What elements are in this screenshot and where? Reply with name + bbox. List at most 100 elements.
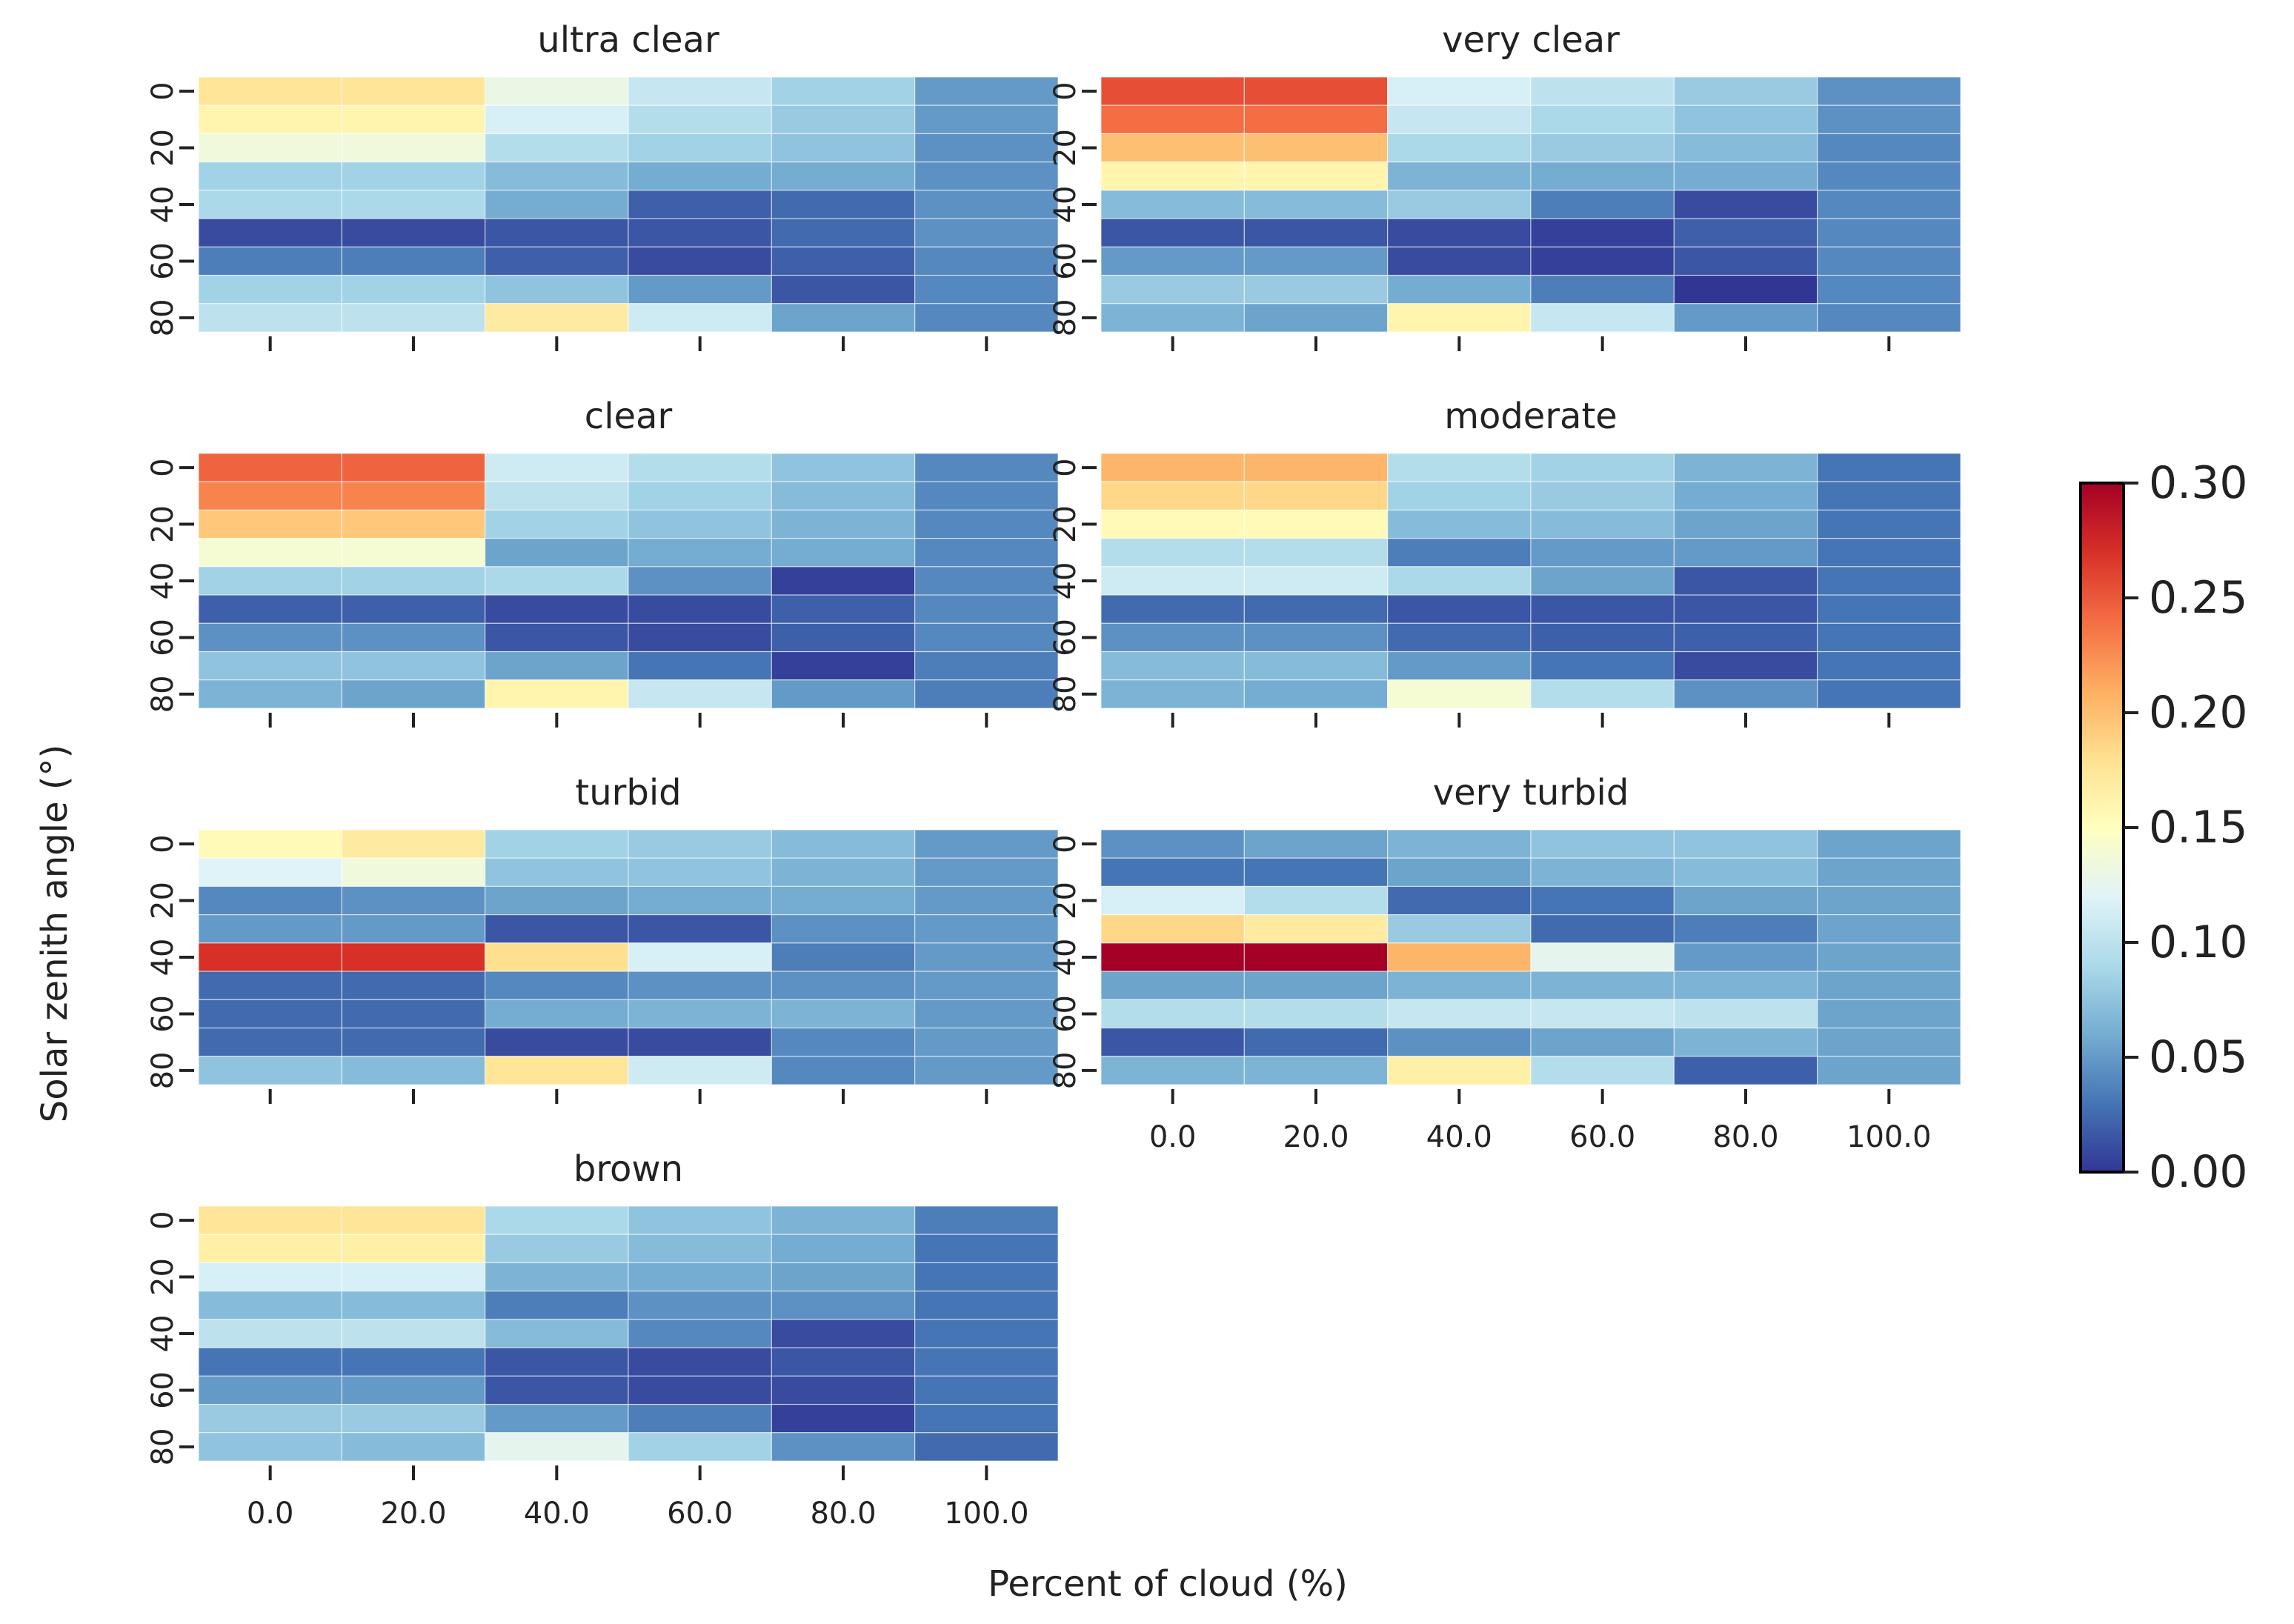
heatmap-cell bbox=[1817, 274, 1961, 304]
heatmap-cell bbox=[1673, 566, 1818, 596]
y-tick-label: 60 bbox=[146, 242, 180, 280]
heatmap-cell bbox=[914, 622, 1059, 653]
heatmap-cell bbox=[1817, 679, 1961, 709]
x-tick-label: 20.0 bbox=[1283, 1120, 1349, 1154]
heatmap-cell bbox=[771, 1403, 916, 1434]
heatmap-cell bbox=[628, 594, 772, 624]
heatmap-cell bbox=[1673, 274, 1818, 304]
heatmap-cell bbox=[341, 104, 486, 135]
heatmap-cell bbox=[771, 538, 916, 568]
heatmap-cell bbox=[1243, 622, 1389, 653]
heatmap-cell bbox=[1673, 481, 1818, 511]
heatmap-cell bbox=[1817, 971, 1961, 1000]
heatmap-cell bbox=[1530, 481, 1675, 511]
heatmap-cell bbox=[771, 509, 916, 539]
heatmap-cell bbox=[1387, 885, 1532, 916]
heatmap-cell bbox=[771, 1432, 916, 1462]
heatmap-cell bbox=[485, 650, 629, 681]
y-tick-label: 0 bbox=[1048, 834, 1083, 853]
heatmap-cell bbox=[1243, 246, 1389, 276]
y-tick-label: 40 bbox=[1048, 186, 1083, 224]
heatmap-cell bbox=[341, 1319, 486, 1348]
heatmap-cell bbox=[771, 566, 916, 596]
heatmap-cell bbox=[341, 566, 486, 596]
heatmap-cell bbox=[771, 246, 916, 276]
heatmap-cell bbox=[1673, 76, 1818, 106]
heatmap-cell bbox=[198, 1291, 342, 1320]
heatmap-cell bbox=[771, 857, 916, 888]
y-tick-label: 0 bbox=[1048, 458, 1083, 476]
heatmap-cell bbox=[198, 76, 342, 106]
heatmap-cell bbox=[1530, 566, 1675, 596]
panel-title: moderate bbox=[1444, 396, 1618, 437]
y-tick-label: 80 bbox=[146, 1428, 180, 1465]
heatmap-cell bbox=[341, 1347, 486, 1377]
heatmap-cell bbox=[485, 1432, 629, 1462]
heatmap-cell bbox=[771, 622, 916, 653]
heatmap-cell bbox=[1817, 885, 1961, 916]
y-tick-label: 20 bbox=[146, 882, 180, 919]
heatmap-cell bbox=[198, 481, 342, 511]
heatmap-cell bbox=[1387, 76, 1532, 106]
heatmap-cell bbox=[1673, 509, 1818, 539]
heatmap-cell bbox=[1100, 999, 1245, 1029]
heatmap-cell bbox=[1100, 481, 1245, 511]
heatmap-cell bbox=[1530, 999, 1675, 1029]
heatmap-cell bbox=[771, 133, 916, 163]
heatmap-cell bbox=[485, 1027, 629, 1057]
heatmap-cell bbox=[341, 1262, 486, 1292]
heatmap-cell bbox=[628, 1291, 772, 1320]
heatmap-cell bbox=[628, 1205, 772, 1235]
heatmap-cell bbox=[1100, 509, 1245, 539]
heatmap-cell bbox=[1530, 829, 1675, 859]
heatmap-cell bbox=[1387, 133, 1532, 163]
heatmap-cell bbox=[1673, 453, 1818, 482]
heatmap-cell bbox=[198, 162, 342, 191]
y-tick-label: 20 bbox=[146, 129, 180, 167]
heatmap-cell bbox=[914, 942, 1059, 972]
heatmap-cell bbox=[1243, 538, 1389, 568]
heatmap-cell bbox=[485, 246, 629, 276]
heatmap-cell bbox=[198, 1403, 342, 1434]
heatmap-cell bbox=[1817, 566, 1961, 596]
heatmap-cell bbox=[1817, 999, 1961, 1029]
x-tick-label: 0.0 bbox=[247, 1497, 294, 1531]
y-tick-label: 0 bbox=[146, 81, 180, 100]
colorbar-tick-label: 0.00 bbox=[2149, 1146, 2248, 1198]
y-tick-label: 20 bbox=[1048, 129, 1083, 167]
colorbar-tick-label: 0.20 bbox=[2149, 687, 2248, 739]
heatmap-cell bbox=[1530, 104, 1675, 135]
heatmap-cell bbox=[914, 857, 1059, 888]
heatmap-cell bbox=[628, 481, 772, 511]
heatmap-cell bbox=[628, 914, 772, 944]
heatmap-cell bbox=[1243, 650, 1389, 681]
y-tick-label: 80 bbox=[1048, 299, 1083, 336]
heatmap-cell bbox=[485, 829, 629, 859]
heatmap-cell bbox=[341, 679, 486, 709]
y-tick-label: 40 bbox=[1048, 939, 1083, 976]
heatmap-cell bbox=[341, 481, 486, 511]
heatmap-cell bbox=[198, 857, 342, 888]
heatmap-cell bbox=[771, 885, 916, 916]
heatmap-cell bbox=[914, 538, 1059, 568]
heatmap-cell bbox=[628, 133, 772, 163]
heatmap-cell bbox=[1817, 509, 1961, 539]
heatmap-cell bbox=[1817, 594, 1961, 624]
heatmap-cell bbox=[1817, 857, 1961, 888]
heatmap-cell bbox=[198, 509, 342, 539]
heatmap-cell bbox=[485, 885, 629, 916]
x-tick-label: 40.0 bbox=[1426, 1120, 1492, 1154]
heatmap-cell bbox=[485, 594, 629, 624]
heatmap-cell bbox=[1243, 971, 1389, 1000]
x-tick-label: 80.0 bbox=[810, 1497, 876, 1531]
heatmap-cell bbox=[914, 162, 1059, 191]
x-tick-label: 60.0 bbox=[1569, 1120, 1635, 1154]
heatmap-cell bbox=[485, 133, 629, 163]
heatmap-cell bbox=[914, 885, 1059, 916]
heatmap-cell bbox=[628, 303, 772, 333]
heatmap-cell bbox=[628, 104, 772, 135]
heatmap-cell bbox=[1243, 453, 1389, 482]
heatmap-cell bbox=[198, 650, 342, 681]
y-tick-label: 60 bbox=[1048, 619, 1083, 656]
heatmap-cell bbox=[341, 1403, 486, 1434]
